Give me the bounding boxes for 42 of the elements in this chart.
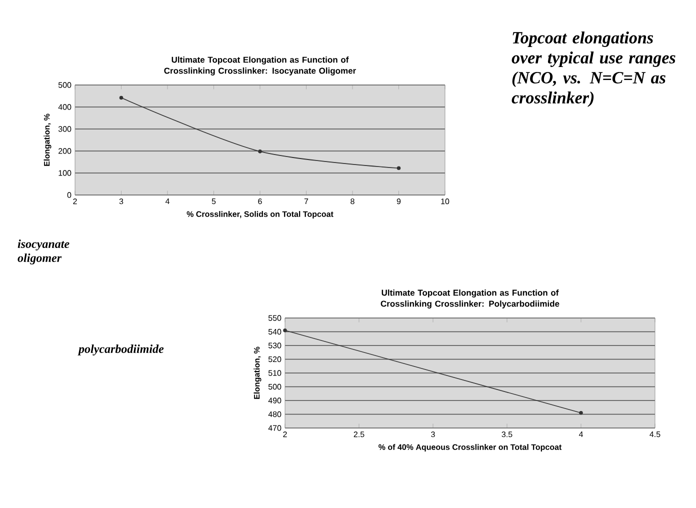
x-tick-label: 10 <box>441 198 450 204</box>
point <box>258 150 262 154</box>
text: polycarbodiimide <box>78 344 164 356</box>
y-tick-label: 470 <box>268 425 282 431</box>
x-tick-label: 6 <box>258 198 262 204</box>
x-tick-label: 3 <box>119 198 124 204</box>
x-tick-label: 4 <box>578 432 583 438</box>
x-tick-label: 5 <box>212 198 216 204</box>
y-axis-title: Elongation, % <box>44 114 52 166</box>
y-tick-label: 500 <box>268 384 282 390</box>
y-axis-title: Elongation, % <box>254 346 262 399</box>
x-axis-title: % of 40% Aqueous Crosslinker on Total Topcoat <box>378 444 562 452</box>
x-tick-label: 3 <box>431 432 435 438</box>
point <box>119 96 124 100</box>
x-tick-label: 2 <box>283 432 287 438</box>
y-tick-label: 100 <box>58 170 72 176</box>
x-tick-label: 2.5 <box>354 432 364 438</box>
y-tick-label: 540 <box>268 328 282 335</box>
x-tick-label: 7 <box>304 198 308 204</box>
y-tick-label: 480 <box>268 411 282 418</box>
y-tick-label: 300 <box>58 126 72 132</box>
x-axis-title: % Crosslinker, Solids on Total Topcoat <box>186 211 334 219</box>
y-tick-label: 500 <box>58 82 72 88</box>
y-tick-label: 200 <box>58 148 72 154</box>
text: isocyanate oligomer <box>18 240 70 264</box>
y-tick-label: 490 <box>268 398 282 404</box>
x-tick-label: 9 <box>396 198 401 204</box>
x-tick-label: 4 <box>165 198 170 204</box>
y-tick-label: 0 <box>67 192 72 198</box>
y-tick-label: 550 <box>268 315 282 321</box>
x-tick-label: 2 <box>73 198 77 204</box>
y-tick-label: 510 <box>268 370 282 376</box>
y-tick-label: 400 <box>58 104 72 110</box>
y-tick-label: 520 <box>268 356 282 362</box>
point <box>396 166 401 170</box>
x-tick-label: 8 <box>350 198 354 204</box>
x-tick-label: 3.5 <box>502 432 512 438</box>
x-tick-label: 4.5 <box>650 432 660 438</box>
chart-title: Ultimate Topcoat Elongation as Function of Crosslinking Crosslinker: Isocyanate Oligomer <box>164 56 356 76</box>
text: Topcoat elongations over typical use ranges (NCO, vs. N=C=N as crosslinker) <box>512 32 676 107</box>
y-tick-label: 530 <box>268 342 282 348</box>
chart-title: Ultimate Topcoat Elongation as Function of Crosslinking Crosslinker: Polycarbodiimide <box>380 289 560 308</box>
